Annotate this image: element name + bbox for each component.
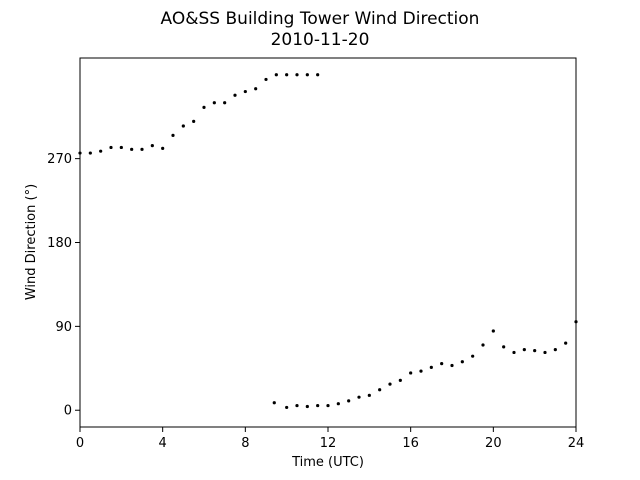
data-point (347, 399, 351, 403)
data-point (460, 360, 464, 364)
data-point (305, 404, 309, 409)
data-point (130, 147, 134, 151)
y-tick-label: 180 (47, 236, 72, 251)
data-point (491, 329, 495, 333)
x-tick-label: 8 (241, 436, 249, 451)
data-point (181, 124, 185, 128)
plot-frame (79, 57, 577, 428)
data-point (254, 87, 258, 91)
data-point (212, 101, 216, 105)
data-point (295, 403, 299, 408)
data-point (502, 345, 506, 349)
data-point (419, 369, 423, 373)
data-point (316, 403, 320, 408)
x-tick-label: 20 (485, 436, 502, 451)
data-point (326, 403, 330, 408)
x-tick-label: 0 (76, 436, 84, 451)
data-point (119, 145, 123, 150)
data-point (264, 77, 268, 82)
y-axis: 0 90 180 270 (47, 152, 80, 419)
data-point (272, 401, 276, 405)
data-point (88, 151, 92, 155)
data-point (388, 382, 392, 386)
chart-title: AO&SS Building Tower Wind Direction (161, 9, 480, 29)
y-axis-label: Wind Direction (°) (24, 184, 39, 300)
x-tick-label: 12 (320, 436, 337, 451)
data-point (409, 371, 413, 375)
x-tick-label: 4 (159, 436, 167, 451)
data-point (429, 365, 433, 369)
data-point (357, 395, 361, 399)
data-point (378, 388, 382, 392)
data-point (233, 93, 237, 97)
data-point (440, 362, 444, 366)
data-point (285, 73, 289, 77)
data-point (161, 146, 165, 150)
data-point (316, 73, 320, 77)
data-point (533, 348, 537, 353)
x-axis-label: Time (UTC) (291, 455, 364, 470)
data-point (295, 73, 299, 77)
data-point (522, 348, 526, 352)
data-point (285, 405, 289, 410)
data-point (243, 89, 247, 94)
data-point (450, 363, 454, 368)
data-point (140, 147, 144, 151)
data-point (274, 73, 278, 77)
data-point (336, 402, 340, 406)
x-tick-label: 16 (402, 436, 419, 451)
x-axis: 0 4 8 12 16 20 24 (76, 427, 584, 451)
data-point (171, 133, 175, 137)
data-point (543, 350, 547, 355)
data-point (564, 341, 568, 345)
y-tick-label: 90 (55, 320, 72, 335)
data-points (78, 73, 578, 410)
data-point (99, 149, 103, 153)
data-point (512, 350, 516, 355)
data-point (471, 354, 475, 358)
x-tick-label: 24 (568, 436, 585, 451)
data-point (150, 143, 154, 148)
data-point (305, 73, 309, 77)
data-point (202, 105, 206, 109)
data-point (398, 378, 402, 383)
data-point (223, 101, 227, 105)
chart-subtitle: 2010-11-20 (271, 30, 370, 50)
data-point (109, 145, 113, 150)
data-point (192, 119, 196, 123)
y-tick-label: 0 (64, 404, 72, 419)
data-point (553, 348, 557, 352)
data-point (367, 393, 371, 397)
data-point (481, 343, 485, 347)
y-tick-label: 270 (47, 152, 72, 167)
